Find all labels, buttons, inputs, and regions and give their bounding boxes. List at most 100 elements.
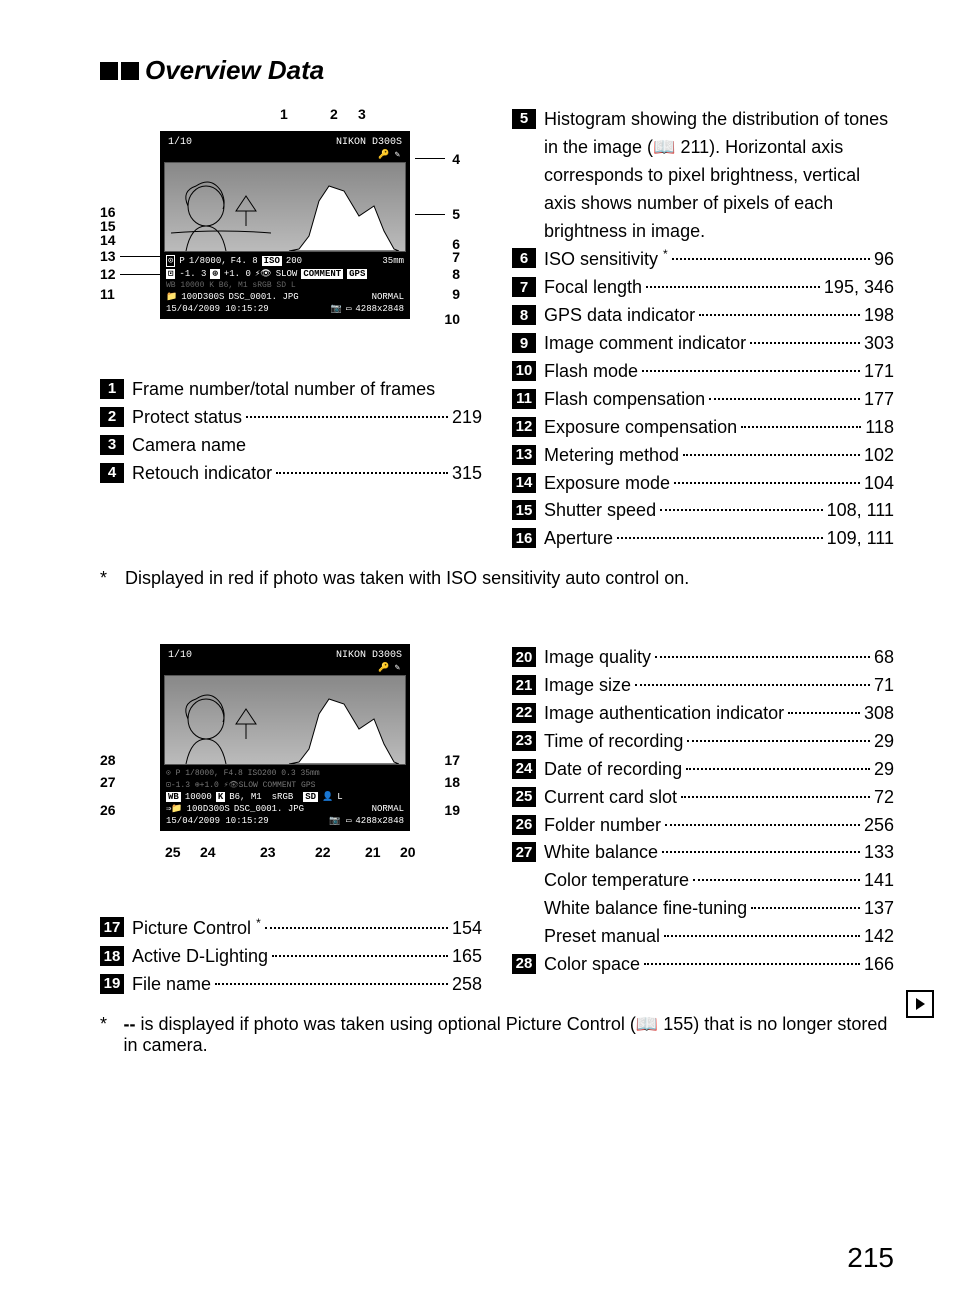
legend-page: 195, 346 xyxy=(824,274,894,302)
colorspace: sRGB xyxy=(272,792,294,802)
flash-mode: SLOW xyxy=(276,269,298,279)
legend-body: White balance133Color temperature141Whit… xyxy=(544,839,894,951)
section-heading: Overview Data xyxy=(100,55,894,86)
footnote2-text: -- -- is displayed if photo was taken us… xyxy=(124,1014,894,1056)
legend-label: Time of recording xyxy=(544,728,683,756)
dots xyxy=(665,824,860,826)
legend-label: White balance xyxy=(544,839,658,867)
date: 15/04/2009 10:15:29 xyxy=(166,304,269,314)
dots xyxy=(709,398,860,400)
dims: 4288x2848 xyxy=(355,304,404,314)
legend-row: 9Image comment indicator303 xyxy=(512,330,894,358)
figure-1: 1 2 3 1/10 NIKON D300S 🔑 ✎ xyxy=(100,106,460,346)
legend-row: 15Shutter speed108, 111 xyxy=(512,497,894,525)
dots xyxy=(617,537,823,539)
legend-body: ISO sensitivity *96 xyxy=(544,245,894,274)
co-26: 26 xyxy=(100,802,116,818)
quality-2: NORMAL xyxy=(372,804,404,814)
dots xyxy=(215,983,448,985)
histogram-2 xyxy=(164,675,406,765)
exposure-row: ⊙ P 1/8000, F4. 8 ISO200 35mm xyxy=(164,254,406,268)
legend-page: 198 xyxy=(864,302,894,330)
legend-row: 20 Image quality68 xyxy=(512,644,894,672)
legend-num: 6 xyxy=(512,248,536,268)
legend-row: 16Aperture109, 111 xyxy=(512,525,894,553)
legend-row: 25Current card slot72 xyxy=(512,784,894,812)
histo-curve-2 xyxy=(289,694,399,764)
dots xyxy=(635,684,870,686)
legend-label: Image size xyxy=(544,672,631,700)
co-8: 8 xyxy=(452,266,460,282)
callout-2-top: 2 xyxy=(330,106,338,122)
legend-label: Active D-Lighting xyxy=(132,943,268,971)
legend-page: 315 xyxy=(452,460,482,488)
legend-body: Aperture109, 111 xyxy=(544,525,894,553)
legend-label: Current card slot xyxy=(544,784,677,812)
co-23: 23 xyxy=(260,844,276,860)
dots xyxy=(642,370,860,372)
playback-icon xyxy=(906,990,934,1018)
legend-row: 1 Frame number/total number of frames xyxy=(100,376,482,404)
legend-label: Histogram showing the distribution of to… xyxy=(544,106,894,245)
legend-label: File name xyxy=(132,971,211,999)
cam2-top: 1/10 NIKON D300S xyxy=(164,648,406,663)
gps-ind: GPS xyxy=(347,269,367,279)
legend-page: 109, 111 xyxy=(827,525,894,553)
wb-k: K xyxy=(216,792,225,802)
legend-label: Retouch indicator xyxy=(132,460,272,488)
legend-subpage: 141 xyxy=(864,867,894,895)
legend-row: 18Active D-Lighting165 xyxy=(100,943,482,971)
quality: NORMAL xyxy=(372,292,404,302)
legend-label: Exposure mode xyxy=(544,470,670,498)
legend-num: 9 xyxy=(512,333,536,353)
legend-body: Frame number/total number of frames xyxy=(132,376,482,404)
dots xyxy=(674,482,860,484)
footnote1-text: Displayed in red if photo was taken with… xyxy=(125,568,689,589)
pctrl: SD xyxy=(303,792,318,802)
legend-body: Current card slot72 xyxy=(544,784,894,812)
co-24: 24 xyxy=(200,844,216,860)
co-19: 19 xyxy=(444,802,460,818)
dots xyxy=(646,286,820,288)
co-20: 20 xyxy=(400,844,416,860)
legend-row: 28Color space166 xyxy=(512,951,894,979)
portrait-sketch xyxy=(171,171,271,251)
dots xyxy=(686,768,870,770)
legend-num: 23 xyxy=(512,731,536,751)
legend-label: Flash compensation xyxy=(544,386,705,414)
portrait-2 xyxy=(171,684,271,764)
legend-body: Image authentication indicator308 xyxy=(544,700,894,728)
legend-body: Metering method 102 xyxy=(544,442,894,470)
legend-label: Metering method xyxy=(544,442,679,470)
legend-num: 27 xyxy=(512,842,536,862)
legend-num: 10 xyxy=(512,361,536,381)
co-13: 13 xyxy=(100,248,116,264)
legend-num: 1 xyxy=(100,379,124,399)
legend-num: 24 xyxy=(512,759,536,779)
legend-label: Focal length xyxy=(544,274,642,302)
legend-page: 102 xyxy=(864,442,894,470)
legend-page: 154 xyxy=(452,915,482,943)
legend-num: 20 xyxy=(512,647,536,667)
dots xyxy=(660,509,823,511)
legend-body: Image quality68 xyxy=(544,644,894,672)
date-row: 15/04/2009 10:15:29 📷 ▭4288x2848 xyxy=(164,303,406,315)
iso-label: ISO xyxy=(262,256,282,266)
dots xyxy=(683,454,860,456)
legend-row: 17Picture Control *154 xyxy=(100,914,482,943)
shutter: 1/8000, xyxy=(189,256,227,266)
filename: DSC_0001. JPG xyxy=(228,292,298,302)
legend-body: Exposure compensation118 xyxy=(544,414,894,442)
legend-num: 5 xyxy=(512,109,536,129)
dots xyxy=(681,796,870,798)
legend-body: Histogram showing the distribution of to… xyxy=(544,106,894,245)
co-27: 27 xyxy=(100,774,116,790)
protect-retouch-icons: 🔑 ✎ xyxy=(164,150,406,160)
dots xyxy=(276,472,448,474)
co-7: 7 xyxy=(452,249,460,265)
legend-row: 11Flash compensation177 xyxy=(512,386,894,414)
callout-3-top: 3 xyxy=(358,106,366,122)
legend-label: Camera name xyxy=(132,432,482,460)
legend-body: Focal length 195, 346 xyxy=(544,274,894,302)
legend-right-2: 20Image quality6821Image size7122Image a… xyxy=(512,644,894,979)
